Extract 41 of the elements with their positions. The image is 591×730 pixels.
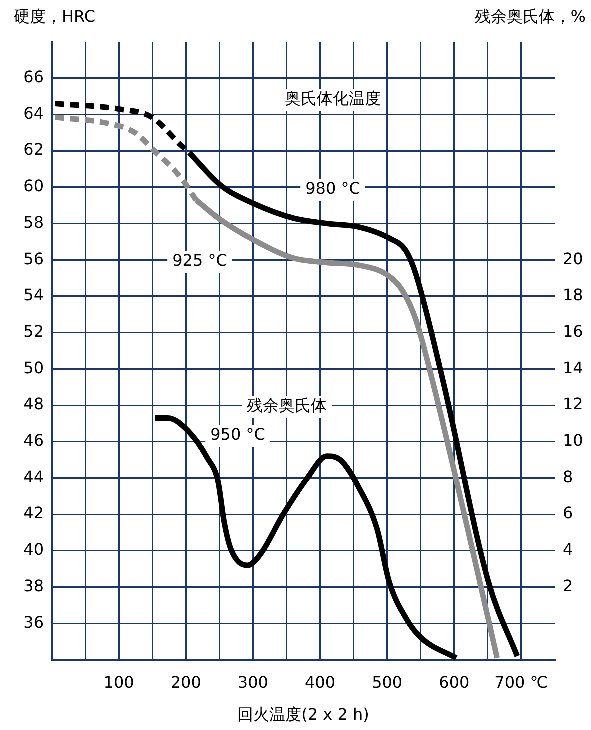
x-tick-label: 600 xyxy=(439,672,470,692)
y2-tick-label: 2 xyxy=(563,576,574,596)
x-tick-label: 200 xyxy=(170,672,202,692)
y2-tick-label: 10 xyxy=(563,431,584,450)
x-tick-label: 700 ℃ xyxy=(494,672,548,692)
y2-tick-label: 16 xyxy=(563,322,584,341)
y2-tick-label: 14 xyxy=(563,358,584,378)
x-axis-title: 回火温度(2 x 2 h) xyxy=(238,705,370,724)
y2-tick-label: 4 xyxy=(563,540,574,560)
y-tick-label: 50 xyxy=(24,358,44,378)
x-tick-label: 400 xyxy=(304,672,336,692)
y-tick-label: 60 xyxy=(24,176,44,196)
y-tick-label: 66 xyxy=(24,68,44,87)
x-tick-label: 500 xyxy=(372,672,403,692)
y-tick-label: 46 xyxy=(24,431,44,450)
y2-tick-label: 18 xyxy=(563,286,584,305)
y-tick-label: 48 xyxy=(24,394,44,414)
y-axis-title: 硬度，HRC xyxy=(14,7,96,26)
y-tick-label: 54 xyxy=(24,286,44,305)
y-tick-label: 42 xyxy=(24,504,44,523)
y-tick-label: 52 xyxy=(24,322,44,341)
series-label: 980 °C xyxy=(306,179,360,198)
y-tick-label: 40 xyxy=(24,540,44,560)
y-tick-label: 58 xyxy=(24,212,44,232)
y2-tick-label: 20 xyxy=(563,249,584,268)
y-tick-label: 36 xyxy=(24,612,44,632)
x-tick-label: 300 xyxy=(238,672,268,692)
series-label: 925 °C xyxy=(172,251,228,270)
annotation: 残余奥氏体 xyxy=(247,396,327,416)
y-tick-label: 44 xyxy=(24,467,44,486)
y2-tick-label: 8 xyxy=(563,467,574,486)
x-tick-label: 100 xyxy=(104,672,134,692)
y-tick-label: 64 xyxy=(24,104,44,123)
y2-tick-label: 12 xyxy=(563,394,584,414)
y2-tick-label: 6 xyxy=(563,504,574,523)
y2-axis-title: 残余奥氏体，% xyxy=(474,7,586,26)
series-label: 950 °C xyxy=(210,425,266,444)
y-tick-label: 38 xyxy=(24,576,44,596)
y-tick-label: 56 xyxy=(24,249,44,268)
y-tick-label: 62 xyxy=(24,140,44,160)
annotation: 奥氏体化温度 xyxy=(285,89,381,108)
